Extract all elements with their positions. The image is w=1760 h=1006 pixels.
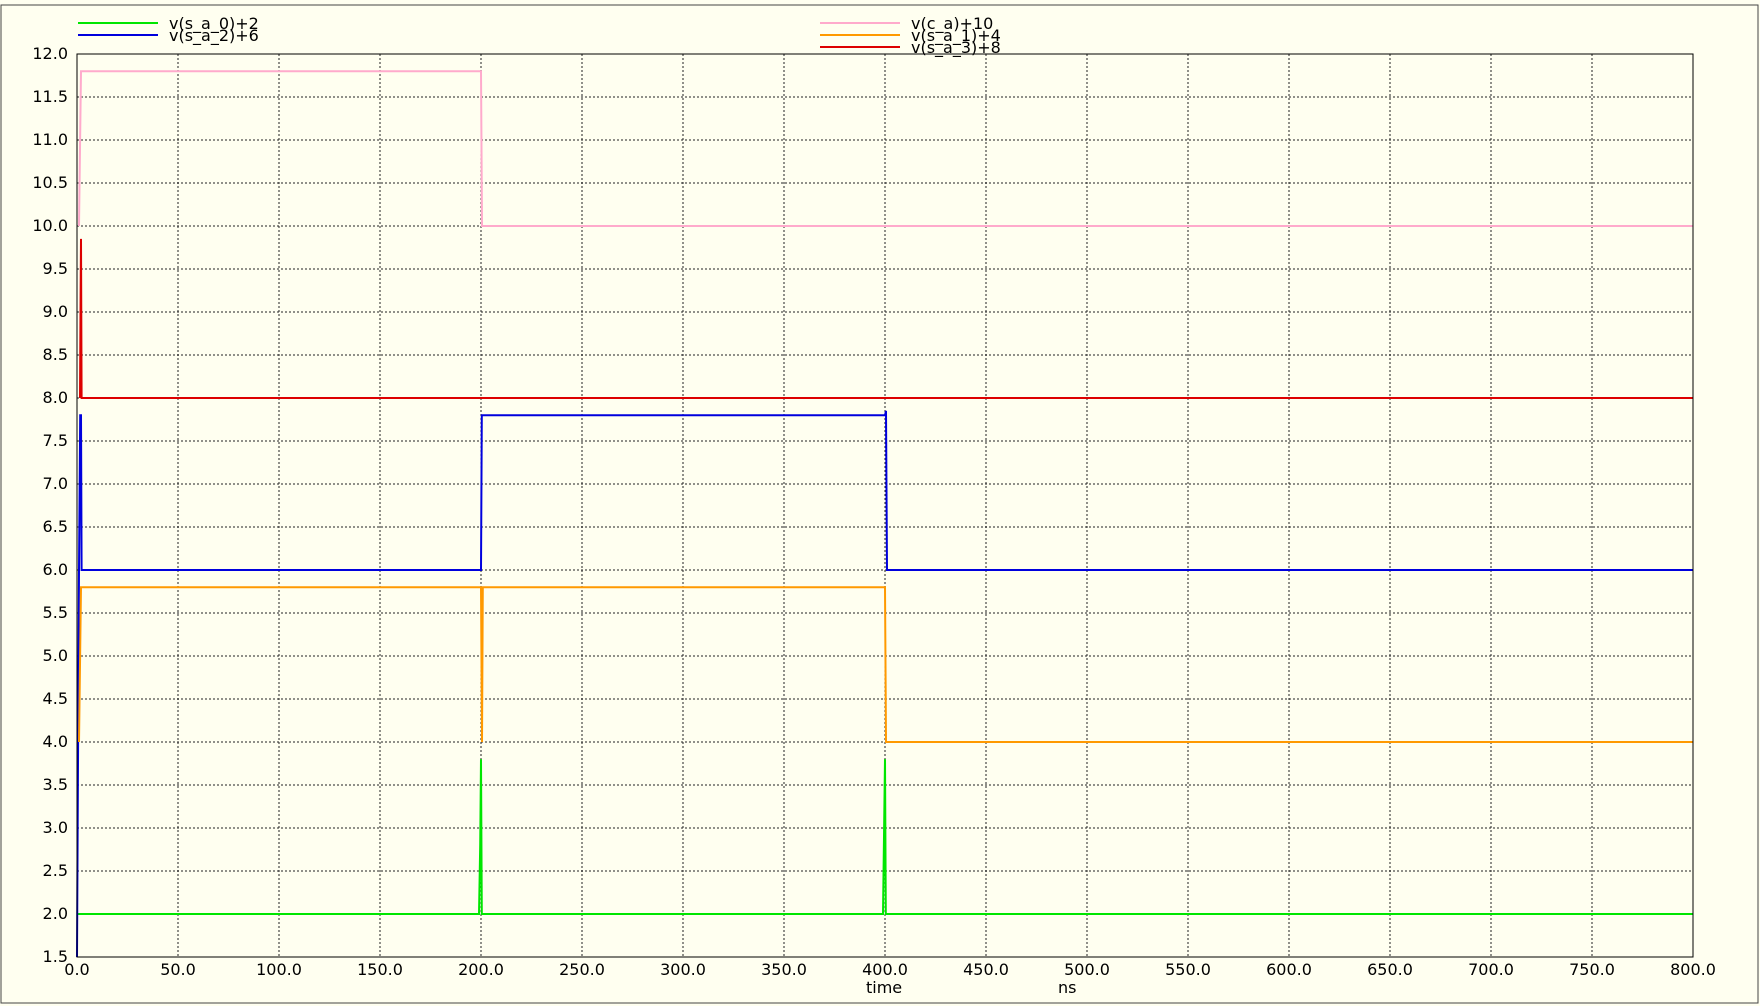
y-tick-label: 12.0 [32, 44, 68, 63]
y-tick-label: 1.5 [43, 947, 68, 966]
x-tick-label: 50.0 [160, 960, 196, 979]
series-line-1 [76, 410, 1693, 958]
x-tick-label: 250.0 [559, 960, 605, 979]
legend-label-4: v(s_a_3)+8 [911, 38, 1001, 58]
x-axis-unit: ns [1058, 978, 1076, 997]
y-tick-label: 11.0 [32, 130, 68, 149]
x-tick-label: 150.0 [357, 960, 403, 979]
y-tick-label: 6.5 [43, 517, 68, 536]
x-tick-label: 700.0 [1468, 960, 1514, 979]
x-tick-label: 650.0 [1367, 960, 1413, 979]
series-line-2 [78, 70, 1693, 227]
y-tick-label: 5.5 [43, 603, 68, 622]
x-tick-label: 0.0 [64, 960, 89, 979]
y-tick-label: 3.5 [43, 775, 68, 794]
x-tick-label: 200.0 [458, 960, 504, 979]
y-tick-label: 4.5 [43, 689, 68, 708]
legend: v(s_a_0)+2v(s_a_2)+6 v(c_a)+10v(s_a_1)+4v… [78, 14, 1001, 58]
y-tick-label: 8.0 [43, 388, 68, 407]
y-tick-label: 4.0 [43, 732, 68, 751]
x-tick-label: 100.0 [256, 960, 302, 979]
y-tick-label: 5.0 [43, 646, 68, 665]
x-axis-label: time [866, 978, 902, 997]
legend-label-1: v(s_a_2)+6 [169, 26, 259, 46]
outer-frame [0, 4, 1759, 1004]
x-tick-label: 550.0 [1165, 960, 1211, 979]
x-tick-label: 300.0 [660, 960, 706, 979]
x-tick-label: 500.0 [1064, 960, 1110, 979]
y-tick-label: 6.0 [43, 560, 68, 579]
y-tick-label: 8.5 [43, 345, 68, 364]
series-line-4 [79, 238, 1693, 399]
y-tick-label: 9.0 [43, 302, 68, 321]
legend-label-3: v(s_a_1)+4 [911, 26, 1001, 46]
legend-label-2: v(c_a)+10 [911, 14, 993, 34]
y-tick-label: 2.0 [43, 904, 68, 923]
y-tick-label: 10.5 [32, 173, 68, 192]
x-tick-label: 800.0 [1670, 960, 1716, 979]
series-lines [76, 70, 1693, 958]
x-tick-label: 350.0 [761, 960, 807, 979]
y-tick-label: 7.5 [43, 431, 68, 450]
series-line-0 [77, 759, 1693, 915]
x-tick-label: 750.0 [1569, 960, 1615, 979]
x-tick-label: 400.0 [862, 960, 908, 979]
axes: 0.0 50.0 100.0 150.0 200.0 250.0 300.0 350.0 400… [32, 44, 1716, 979]
x-tick-label: 600.0 [1266, 960, 1312, 979]
y-tick-label: 9.5 [43, 259, 68, 278]
series-line-3 [78, 586, 1693, 743]
y-tick-label: 10.0 [32, 216, 68, 235]
y-tick-label: 11.5 [32, 87, 68, 106]
plot-frame [76, 53, 1694, 958]
y-tick-label: 7.0 [43, 474, 68, 493]
legend-label-0: v(s_a_0)+2 [169, 14, 259, 34]
y-tick-label: 2.5 [43, 861, 68, 880]
y-tick-label: 3.0 [43, 818, 68, 837]
x-tick-label: 450.0 [963, 960, 1009, 979]
